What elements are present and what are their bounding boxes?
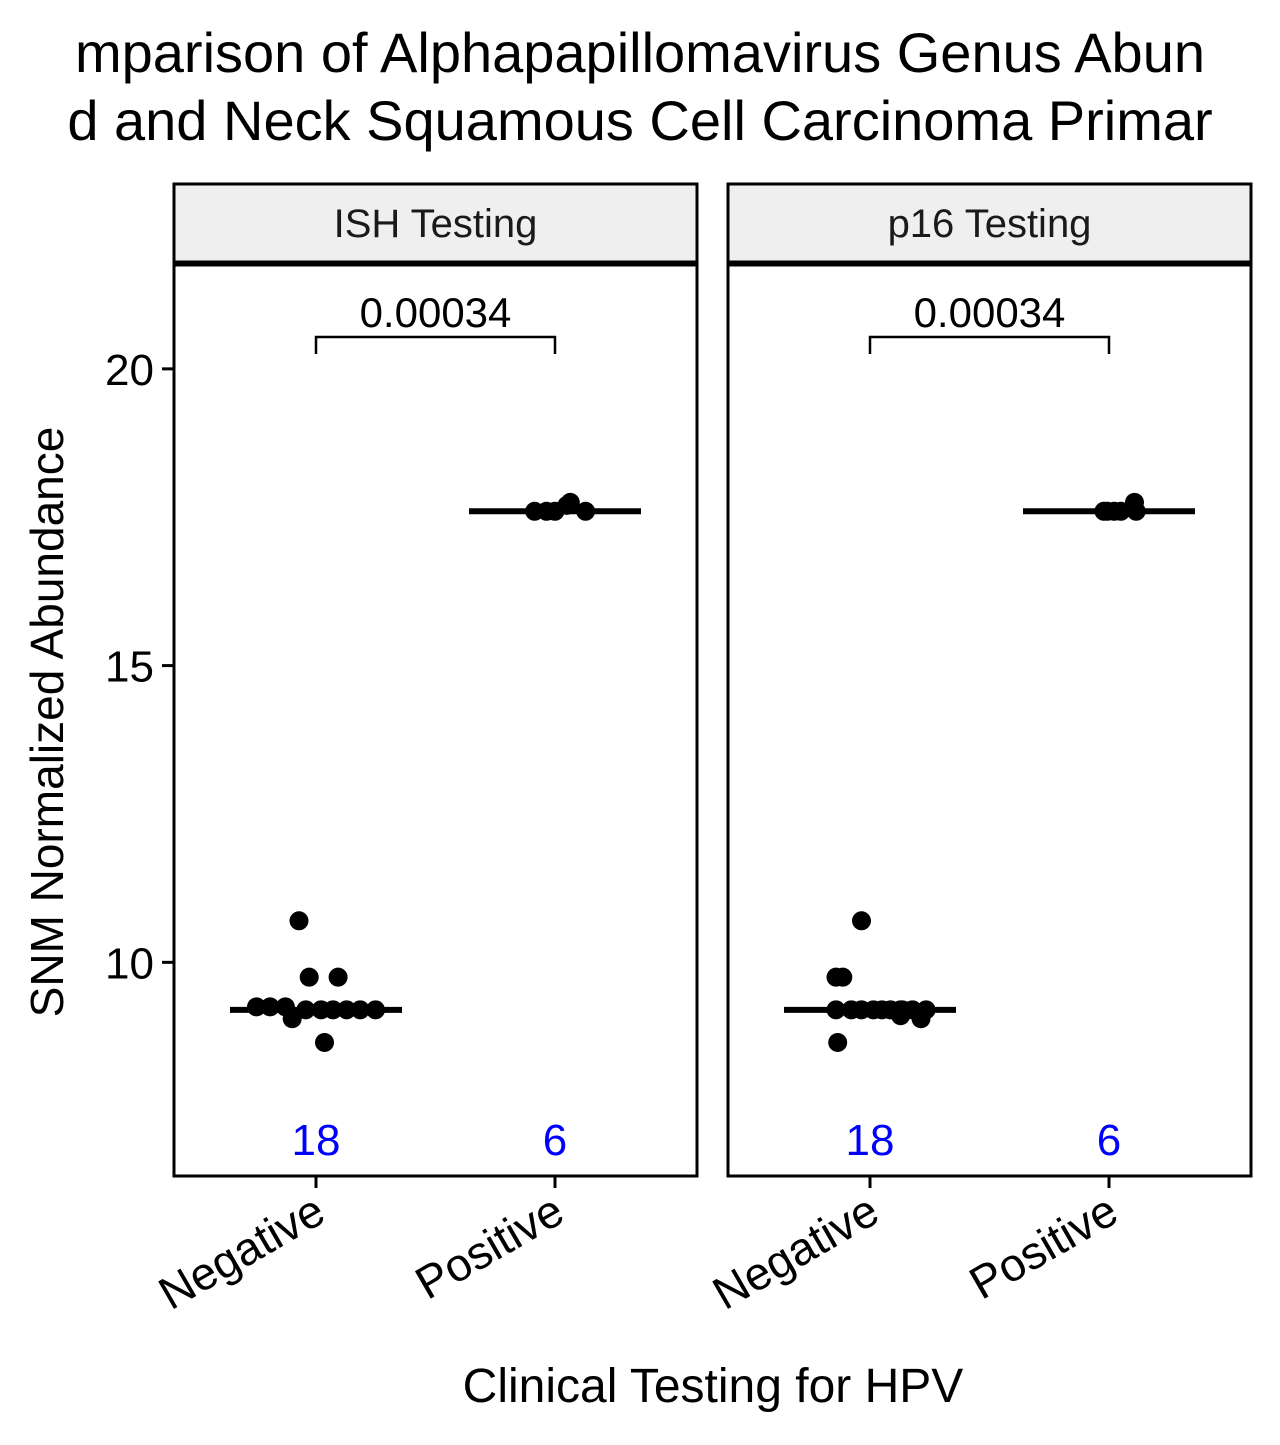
significance-bracket	[868, 335, 1111, 354]
data-point	[315, 1032, 334, 1052]
panels: 10 15 20 ISH Testing Negative Positive 0.00034…	[105, 182, 1253, 1320]
data-point	[299, 967, 319, 987]
x-tick-label: Negative	[150, 1184, 333, 1320]
p-value-label: 0.00034	[914, 289, 1066, 336]
facet-strip	[726, 182, 1253, 264]
x-tick-label: Positive	[407, 1184, 572, 1310]
chart-title-line-1: mparison of Alphapapillomavirus Genus Ab…	[75, 21, 1205, 84]
data-point	[828, 1032, 848, 1052]
x-tick-label: Negative	[704, 1184, 887, 1320]
panel-1: ISH Testing Negative Positive 0.00034 18 6	[150, 182, 699, 1320]
y-tick-label: 10	[105, 939, 154, 988]
sample-count-label: 6	[543, 1116, 567, 1165]
data-point	[852, 911, 871, 931]
sample-count-label: 18	[292, 1116, 341, 1165]
x-tick-label: Positive	[961, 1184, 1126, 1310]
panel-frame	[726, 263, 1253, 1178]
y-tick-label: 15	[105, 643, 154, 692]
data-point	[328, 967, 348, 987]
p-value-label: 0.00034	[360, 289, 512, 336]
data-point	[833, 967, 853, 987]
data-point	[911, 1009, 931, 1029]
chart-title-line-2: d and Neck Squamous Cell Carcinoma Prima…	[67, 89, 1212, 152]
data-point	[289, 911, 309, 931]
y-axis-label: SNM Normalized Abundance	[21, 427, 73, 1018]
facet-strip	[172, 182, 699, 264]
data-point	[282, 1009, 302, 1029]
sample-count-label: 18	[846, 1116, 895, 1165]
panel-2: p16 Testing Negative Positive 0.00034 18 6	[704, 182, 1253, 1320]
x-axis-label: Clinical Testing for HPV	[463, 1360, 964, 1413]
panel-frame	[172, 263, 699, 1178]
data-point	[560, 492, 580, 512]
facet-strip-label: ISH Testing	[334, 202, 538, 246]
sample-count-label: 6	[1097, 1116, 1121, 1165]
y-tick-label: 20	[105, 346, 154, 395]
significance-bracket	[314, 335, 557, 354]
facet-strip-label: p16 Testing	[888, 202, 1092, 246]
